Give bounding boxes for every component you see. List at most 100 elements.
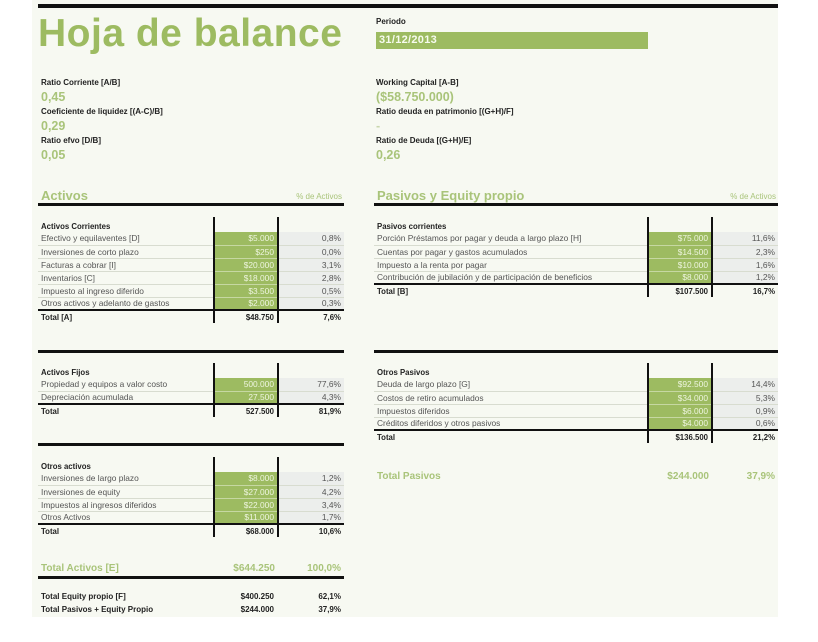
row-amount-input[interactable]: $4.000 bbox=[647, 417, 713, 431]
row-pct: 0,0% bbox=[278, 245, 344, 259]
row-amount-input[interactable]: $11.000 bbox=[213, 511, 279, 525]
total-equity-pct: 62,1% bbox=[318, 592, 341, 601]
row-amount-input[interactable]: 500.000 bbox=[213, 378, 279, 392]
table-row: Inversiones de corto plazo $250 0,0% bbox=[38, 245, 344, 259]
row-label: Efectivo y equilaventes [D] bbox=[38, 232, 214, 246]
liabilities-heading: Pasivos y Equity propio bbox=[377, 188, 525, 203]
ratio-value: ($58.750.000) bbox=[376, 90, 454, 104]
row-amount-input[interactable]: $2.000 bbox=[213, 297, 279, 311]
ratio-label: Working Capital [A-B] bbox=[376, 78, 459, 87]
row-label: Cuentas por pagar y gastos acumulados bbox=[374, 245, 648, 259]
row-amount-input[interactable]: 27.500 bbox=[213, 391, 279, 405]
assets-section-header: Activos % de Activos bbox=[38, 184, 344, 206]
period-field[interactable]: 31/12/2013 bbox=[376, 32, 648, 49]
ratio-value: - bbox=[376, 119, 381, 133]
total-label: Total [A] bbox=[38, 309, 214, 323]
table-row: Inversiones de equity $27.000 4,2% bbox=[38, 485, 344, 499]
total-liabilities-amount: $244.000 bbox=[667, 471, 709, 482]
table-row: Impuesto a la renta por pagar $10.000 1,6% bbox=[374, 258, 778, 272]
total-amount: $136.500 bbox=[647, 429, 713, 443]
row-amount-input[interactable]: $18.000 bbox=[213, 271, 279, 285]
row-amount-input[interactable]: $22.000 bbox=[213, 498, 279, 512]
row-label: Facturas a cobrar [I] bbox=[38, 258, 214, 272]
total-label: Total bbox=[38, 523, 214, 537]
row-pct: 0,3% bbox=[278, 297, 344, 311]
row-amount-input[interactable]: $5.000 bbox=[213, 232, 279, 246]
table-title: Activos Corrientes bbox=[41, 222, 111, 231]
row-amount-input[interactable]: $14.500 bbox=[647, 245, 713, 259]
table-title: Pasivos corrientes bbox=[377, 222, 447, 231]
period-label: Periodo bbox=[376, 17, 406, 26]
liabilities-pct-heading: % de Activos bbox=[730, 192, 776, 201]
row-label: Contribución de jubilación y de particip… bbox=[374, 271, 648, 285]
ratio-value: 0,26 bbox=[376, 148, 401, 162]
total-assets-amount: $644.250 bbox=[233, 563, 275, 574]
total-liabilities-row: Total Pasivos $244.000 37,9% bbox=[374, 469, 778, 485]
row-label: Otros activos y adelanto de gastos bbox=[38, 297, 214, 311]
total-assets-pct: 100,0% bbox=[307, 563, 341, 574]
table-row: Porción Préstamos por pagar y deuda a la… bbox=[374, 232, 778, 246]
fixed-assets-table: Activos Fijos Propiedad y equipos a valo… bbox=[38, 363, 344, 417]
total-row: Total [B] $107.500 16,7% bbox=[374, 283, 778, 297]
table-row: Impuestos diferidos $6.000 0,9% bbox=[374, 404, 778, 418]
section-rule bbox=[38, 443, 344, 446]
assets-pct-heading: % de Activos bbox=[296, 192, 342, 201]
row-amount-input[interactable]: $34.000 bbox=[647, 391, 713, 405]
table-row: Inventarios [C] $18.000 2,8% bbox=[38, 271, 344, 285]
table-row: Impuestos al ingresos diferidos $22.000 3,… bbox=[38, 498, 344, 512]
total-liab-equity-row: Total Pasivos + Equity Propio $244.000 3… bbox=[38, 605, 344, 618]
row-amount-input[interactable]: $27.000 bbox=[213, 485, 279, 499]
total-pct: 16,7% bbox=[712, 283, 778, 297]
row-pct: 1,2% bbox=[278, 472, 344, 486]
ratio-label: Coeficiente de liquidez [(A-C)/B] bbox=[41, 107, 163, 116]
section-rule bbox=[38, 350, 344, 353]
row-amount-input[interactable]: $92.500 bbox=[647, 378, 713, 392]
row-label: Créditos diferidos y otros pasivos bbox=[374, 417, 648, 431]
row-pct: 0,8% bbox=[278, 232, 344, 246]
row-pct: 4,2% bbox=[278, 485, 344, 499]
assets-heading: Activos bbox=[41, 188, 88, 203]
row-label: Otros Activos bbox=[38, 511, 214, 525]
table-row: Impuesto al ingreso diferido $3.500 0,5% bbox=[38, 284, 344, 298]
ratio-value: 0,05 bbox=[41, 148, 66, 162]
row-label: Impuesto al ingreso diferido bbox=[38, 284, 214, 298]
row-label: Propiedad y equipos a valor costo bbox=[38, 378, 214, 392]
row-amount-input[interactable]: $3.500 bbox=[213, 284, 279, 298]
ratio-current: Ratio Corriente [A/B] 0,45 bbox=[41, 78, 120, 107]
total-row: Total $136.500 21,2% bbox=[374, 429, 778, 443]
row-pct: 3,1% bbox=[278, 258, 344, 272]
row-amount-input[interactable]: $8.000 bbox=[213, 472, 279, 486]
row-pct: 3,4% bbox=[278, 498, 344, 512]
row-amount-input[interactable]: $10.000 bbox=[647, 258, 713, 272]
table-row: Créditos diferidos y otros pasivos $4.000… bbox=[374, 417, 778, 431]
row-pct: 1,2% bbox=[712, 271, 778, 285]
total-pct: 21,2% bbox=[712, 429, 778, 443]
table-row: Otros Activos $11.000 1,7% bbox=[38, 511, 344, 525]
row-pct: 5,3% bbox=[712, 391, 778, 405]
total-pct: 10,6% bbox=[278, 523, 344, 537]
ratio-debt: Ratio de Deuda [(G+H)/E] 0,26 bbox=[376, 136, 471, 165]
row-pct: 4,3% bbox=[278, 391, 344, 405]
row-label: Impuesto a la renta por pagar bbox=[374, 258, 648, 272]
table-title: Otros Pasivos bbox=[377, 368, 430, 377]
row-label: Costos de retiro acumulados bbox=[374, 391, 648, 405]
row-amount-input[interactable]: $8.000 bbox=[647, 271, 713, 285]
section-rule bbox=[374, 350, 778, 353]
ratio-label: Ratio deuda en patrimonio [(G+H)/F] bbox=[376, 107, 514, 116]
current-assets-table: Activos Corrientes Efectivo y equilavent… bbox=[38, 217, 344, 323]
row-amount-input[interactable]: $6.000 bbox=[647, 404, 713, 418]
table-row: Contribución de jubilación y de particip… bbox=[374, 271, 778, 285]
total-amount: $107.500 bbox=[647, 283, 713, 297]
row-amount-input[interactable]: $20.000 bbox=[213, 258, 279, 272]
row-pct: 1,6% bbox=[712, 258, 778, 272]
table-title: Otros activos bbox=[41, 462, 91, 471]
ratio-value: 0,45 bbox=[41, 90, 66, 104]
row-pct: 0,6% bbox=[712, 417, 778, 431]
total-equity-amount: $400.250 bbox=[240, 592, 274, 601]
row-amount-input[interactable]: $75.000 bbox=[647, 232, 713, 246]
row-pct: 0,5% bbox=[278, 284, 344, 298]
ratio-label: Ratio efvo [D/B] bbox=[41, 136, 101, 145]
row-label: Impuestos al ingresos diferidos bbox=[38, 498, 214, 512]
total-pct: 81,9% bbox=[278, 403, 344, 417]
row-amount-input[interactable]: $250 bbox=[213, 245, 279, 259]
